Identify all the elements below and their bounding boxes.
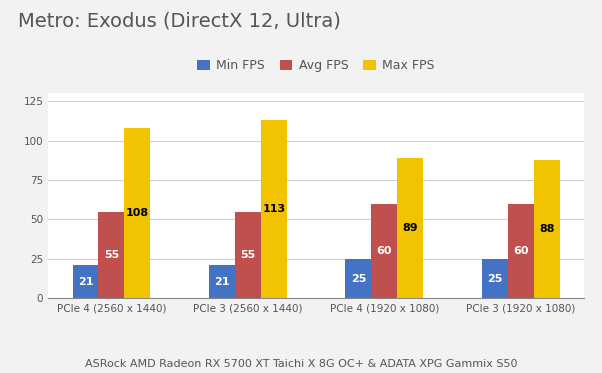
Text: 88: 88 bbox=[539, 224, 554, 234]
Bar bbox=[482, 259, 507, 298]
Text: 21: 21 bbox=[78, 277, 93, 287]
Bar bbox=[371, 204, 397, 298]
Text: 55: 55 bbox=[104, 250, 119, 260]
Text: 60: 60 bbox=[376, 246, 392, 256]
Bar bbox=[533, 160, 560, 298]
Bar bbox=[99, 211, 125, 298]
Bar bbox=[235, 211, 261, 298]
Legend: Min FPS, Avg FPS, Max FPS: Min FPS, Avg FPS, Max FPS bbox=[193, 54, 439, 77]
Text: 55: 55 bbox=[240, 250, 255, 260]
Bar bbox=[346, 259, 371, 298]
Text: ASRock AMD Radeon RX 5700 XT Taichi X 8G OC+ & ADATA XPG Gammix S50: ASRock AMD Radeon RX 5700 XT Taichi X 8G… bbox=[85, 359, 517, 369]
Text: 113: 113 bbox=[262, 204, 285, 214]
Bar bbox=[261, 120, 287, 298]
Bar bbox=[507, 204, 533, 298]
Text: 25: 25 bbox=[487, 274, 503, 284]
Text: 60: 60 bbox=[513, 246, 529, 256]
Text: 25: 25 bbox=[350, 274, 366, 284]
Text: 21: 21 bbox=[214, 277, 229, 287]
Bar bbox=[209, 265, 235, 298]
Text: Metro: Exodus (DirectX 12, Ultra): Metro: Exodus (DirectX 12, Ultra) bbox=[18, 11, 341, 30]
Bar bbox=[397, 158, 423, 298]
Bar bbox=[125, 128, 150, 298]
Bar bbox=[72, 265, 99, 298]
Text: 108: 108 bbox=[126, 208, 149, 218]
Text: 89: 89 bbox=[402, 223, 418, 233]
